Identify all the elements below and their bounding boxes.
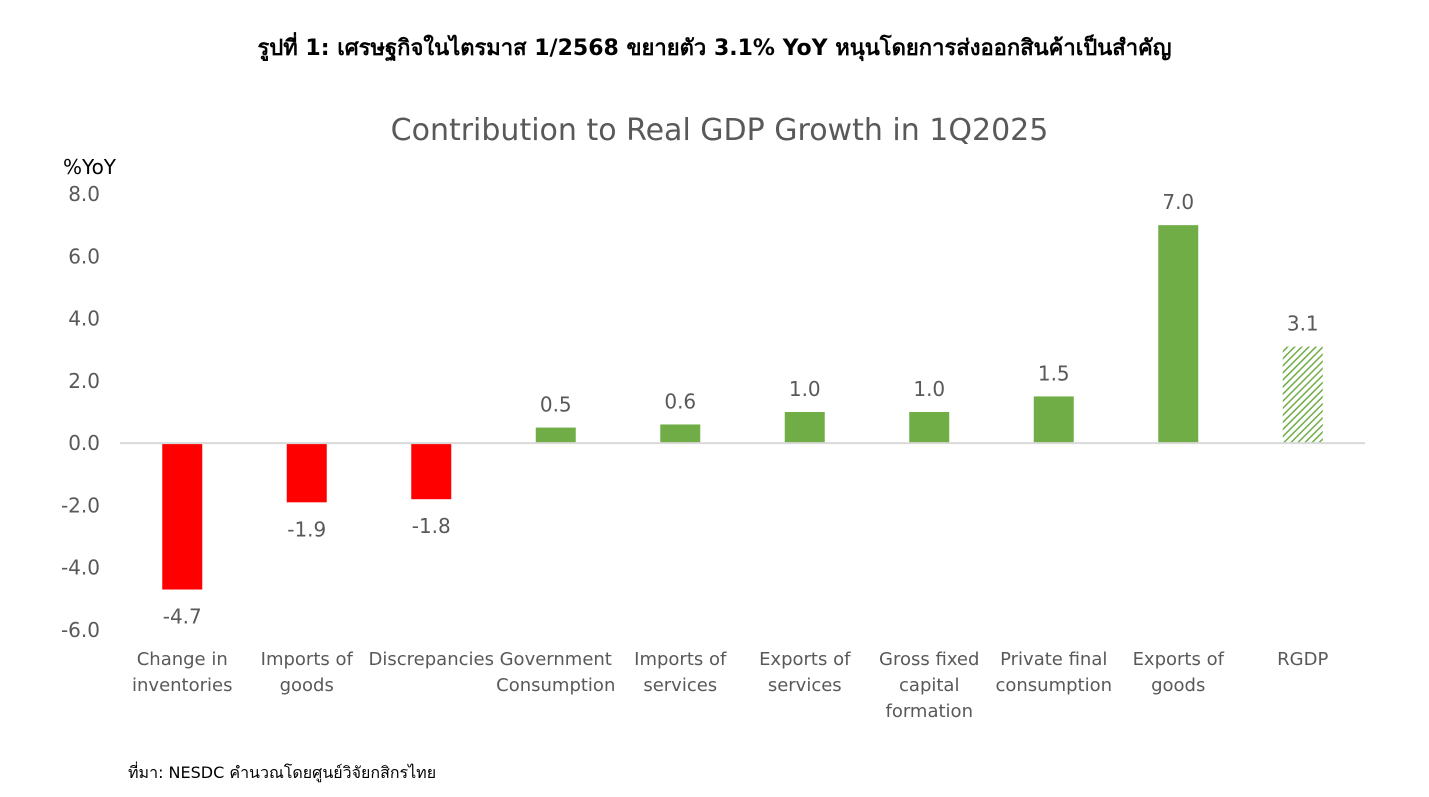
data-label: 1.0	[789, 377, 821, 401]
data-label: 0.5	[540, 393, 572, 417]
data-label: 1.5	[1038, 361, 1070, 385]
y-tick-label: 0.0	[68, 431, 100, 455]
x-tick-label: consumption	[995, 675, 1112, 696]
y-tick-label: -2.0	[61, 493, 100, 517]
x-tick-label: RGDP	[1277, 649, 1328, 670]
bar-7	[1033, 396, 1074, 444]
bars	[162, 225, 1323, 590]
x-axis: Change in inventories Imports of goods Discr…	[132, 649, 1328, 722]
x-tick-label: Exports of	[759, 649, 851, 670]
x-tick-label: goods	[280, 675, 334, 696]
x-tick-label: capital	[899, 675, 959, 696]
y-axis: 8.0 6.0 4.0 2.0 0.0 -2.0 -4.0 -6.0	[61, 182, 100, 642]
x-tick-label: goods	[1151, 675, 1205, 696]
x-tick-label: Discrepancies	[369, 649, 494, 670]
x-tick-label: formation	[886, 701, 973, 722]
y-axis-unit-label: %YoY	[63, 155, 117, 179]
y-tick-label: -6.0	[61, 618, 100, 642]
x-tick-label: services	[768, 675, 842, 696]
bar-8	[1158, 225, 1199, 444]
y-tick-label: 2.0	[68, 369, 100, 393]
source-note: ที่มา: NESDC คำนวณโดยศูนย์วิจัยกสิกรไทย	[128, 763, 437, 782]
x-tick-label: Exports of	[1133, 649, 1225, 670]
data-label: 7.0	[1162, 190, 1194, 214]
chart-title: Contribution to Real GDP Growth in 1Q202…	[390, 113, 1049, 148]
bar-6	[909, 412, 950, 444]
x-tick-label: Private final	[1000, 649, 1107, 670]
figure-caption: รูปที่ 1: เศรษฐกิจในไตรมาส 1/2568 ขยายตั…	[257, 36, 1172, 61]
x-tick-label: Imports of	[261, 649, 354, 670]
y-tick-label: 8.0	[68, 182, 100, 206]
bar-5	[784, 412, 825, 444]
y-tick-label: -4.0	[61, 556, 100, 580]
data-label: 3.1	[1287, 312, 1319, 336]
x-tick-label: Imports of	[634, 649, 727, 670]
value-labels: -4.7 -1.9 -1.8 0.5 0.6 1.0 1.0 1.5 7.0 3.1	[163, 190, 1319, 628]
bar-4	[660, 424, 701, 444]
y-tick-label: 4.0	[68, 307, 100, 331]
x-tick-label: services	[643, 675, 717, 696]
data-label: 1.0	[913, 377, 945, 401]
data-label: 0.6	[664, 389, 696, 413]
bar-9	[1282, 346, 1323, 444]
x-tick-label: Change in	[137, 649, 228, 670]
data-label: -1.9	[287, 517, 326, 541]
x-tick-label: inventories	[132, 675, 232, 696]
bar-0	[162, 443, 203, 590]
data-label: -1.8	[412, 514, 451, 538]
x-tick-label: Consumption	[496, 675, 615, 696]
bar-2	[411, 443, 452, 500]
data-label: -4.7	[163, 605, 202, 629]
x-tick-label: Government	[500, 649, 612, 670]
y-tick-label: 6.0	[68, 244, 100, 268]
x-tick-label: Gross fixed	[879, 649, 979, 670]
bar-3	[535, 427, 576, 444]
bar-1	[286, 443, 327, 503]
